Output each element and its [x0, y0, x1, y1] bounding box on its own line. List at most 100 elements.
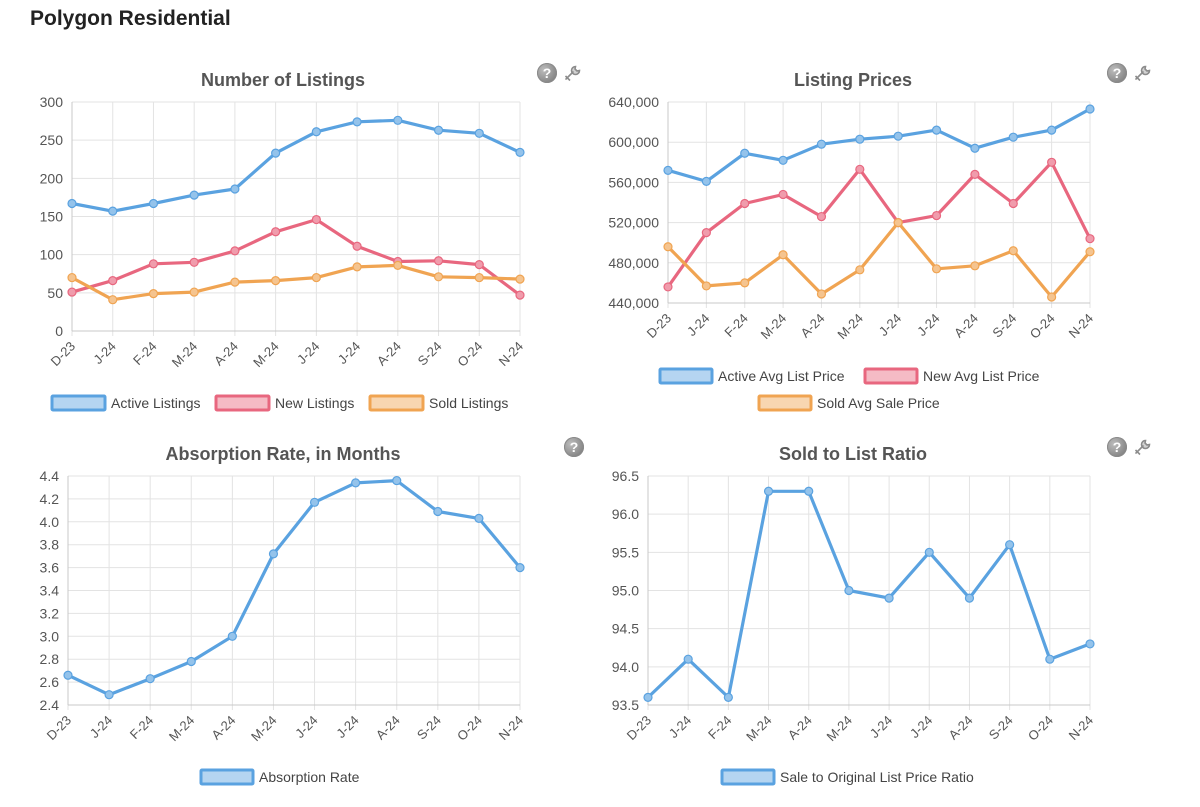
- data-point: [271, 148, 281, 158]
- data-point: [663, 242, 673, 252]
- legend-label: New Avg List Price: [923, 368, 1040, 384]
- data-point: [804, 486, 814, 496]
- legend-swatch: [863, 367, 919, 385]
- data-point: [970, 169, 980, 179]
- series-line-2: [666, 160, 1092, 289]
- data-point: [931, 210, 942, 221]
- data-point: [1085, 234, 1095, 244]
- x-tick-label: N-24: [1066, 311, 1097, 342]
- data-point: [63, 670, 73, 680]
- y-tick-label: 93.5: [612, 697, 639, 713]
- data-point: [1047, 292, 1057, 302]
- x-tick-label: M-24: [743, 713, 775, 745]
- x-tick-label: M-24: [250, 339, 282, 371]
- x-tick-label: A-24: [951, 311, 981, 341]
- data-point: [351, 478, 361, 488]
- help-icon[interactable]: ?: [537, 63, 557, 83]
- chart-title: Number of Listings: [201, 70, 365, 90]
- data-point: [740, 198, 750, 209]
- x-tick-label: A-24: [211, 339, 241, 369]
- y-tick-label: 440,000: [608, 295, 659, 311]
- y-tick-label: 100: [40, 247, 64, 263]
- help-icon[interactable]: ?: [1107, 437, 1127, 457]
- wrench-icon[interactable]: [1133, 437, 1153, 457]
- legend-label: Absorption Rate: [259, 769, 360, 785]
- x-tick-label: J-24: [335, 339, 363, 367]
- y-tick-label: 95.5: [612, 544, 639, 560]
- y-tick-label: 3.0: [40, 628, 60, 644]
- x-tick-label: J-24: [333, 713, 361, 741]
- data-point: [931, 264, 942, 274]
- legend-label: Sold Avg Sale Price: [817, 395, 940, 411]
- data-point: [474, 128, 484, 138]
- y-tick-label: 600,000: [608, 134, 659, 150]
- data-point: [1047, 125, 1057, 135]
- help-icon[interactable]: ?: [564, 437, 584, 457]
- y-tick-label: 520,000: [608, 215, 659, 231]
- series-line-3: [70, 263, 522, 302]
- data-point: [474, 513, 484, 523]
- chart-title: Listing Prices: [794, 70, 912, 90]
- x-tick-label: D-23: [644, 311, 675, 342]
- data-point: [145, 674, 155, 684]
- data-point: [515, 147, 525, 157]
- x-tick-label: O-24: [1025, 713, 1056, 744]
- y-tick-label: 94.5: [612, 621, 639, 637]
- data-point: [778, 189, 788, 200]
- data-point: [433, 272, 444, 282]
- data-point: [230, 246, 240, 256]
- data-point: [763, 486, 774, 496]
- data-point: [778, 250, 788, 260]
- x-tick-label: D-23: [44, 713, 75, 744]
- data-point: [352, 117, 362, 127]
- x-tick-label: A-24: [946, 713, 976, 743]
- x-tick-label: A-24: [373, 713, 403, 743]
- data-point: [970, 143, 980, 153]
- x-tick-label: M-24: [758, 311, 790, 343]
- data-point: [433, 256, 444, 266]
- wrench-icon[interactable]: [563, 63, 583, 83]
- data-point: [816, 211, 827, 222]
- chart-prices: Listing Prices 440,000 480,000 520,000 560,0…: [608, 70, 1097, 412]
- data-point: [230, 277, 240, 287]
- data-point: [392, 475, 402, 486]
- data-point: [778, 155, 788, 165]
- y-tick-label: 3.2: [40, 605, 60, 621]
- x-tick-label: S-24: [989, 311, 1019, 341]
- data-point: [108, 295, 118, 305]
- data-point: [1045, 654, 1055, 664]
- data-point: [643, 692, 653, 702]
- data-point: [189, 190, 199, 200]
- x-tick-label: J-24: [684, 311, 712, 339]
- chart-listings: Number of Listings 0 50 100 150 200 250 300 D-23…: [40, 70, 526, 412]
- y-tick-label: 3.6: [40, 560, 60, 576]
- data-point: [1008, 246, 1018, 256]
- x-tick-label: S-24: [415, 339, 445, 369]
- y-tick-label: 2.4: [40, 697, 60, 713]
- x-tick-label: F-24: [130, 339, 160, 369]
- x-tick-label: J-24: [907, 713, 935, 741]
- data-point: [964, 593, 975, 603]
- series-line-1: [70, 118, 522, 213]
- help-icon[interactable]: ?: [1107, 63, 1127, 83]
- data-point: [816, 139, 827, 149]
- data-point: [309, 497, 320, 507]
- data-point: [227, 631, 237, 641]
- wrench-icon[interactable]: [1133, 63, 1153, 83]
- legend-label: Active Listings: [111, 395, 200, 411]
- x-tick-label: N-24: [1066, 713, 1097, 744]
- y-tick-label: 3.4: [40, 583, 60, 599]
- y-tick-label: 96.0: [612, 506, 639, 522]
- y-tick-label: 96.5: [612, 468, 639, 484]
- data-point: [893, 218, 903, 228]
- y-tick-label: 2.6: [40, 674, 60, 690]
- x-tick-label: O-24: [454, 339, 485, 370]
- data-point: [1085, 247, 1095, 257]
- data-point: [268, 549, 279, 559]
- data-point: [433, 506, 443, 517]
- x-tick-label: S-24: [414, 713, 444, 743]
- x-tick-label: J-24: [666, 713, 694, 741]
- y-tick-label: 0: [55, 323, 63, 339]
- y-tick-label: 300: [40, 94, 64, 110]
- y-tick-label: 480,000: [608, 255, 659, 271]
